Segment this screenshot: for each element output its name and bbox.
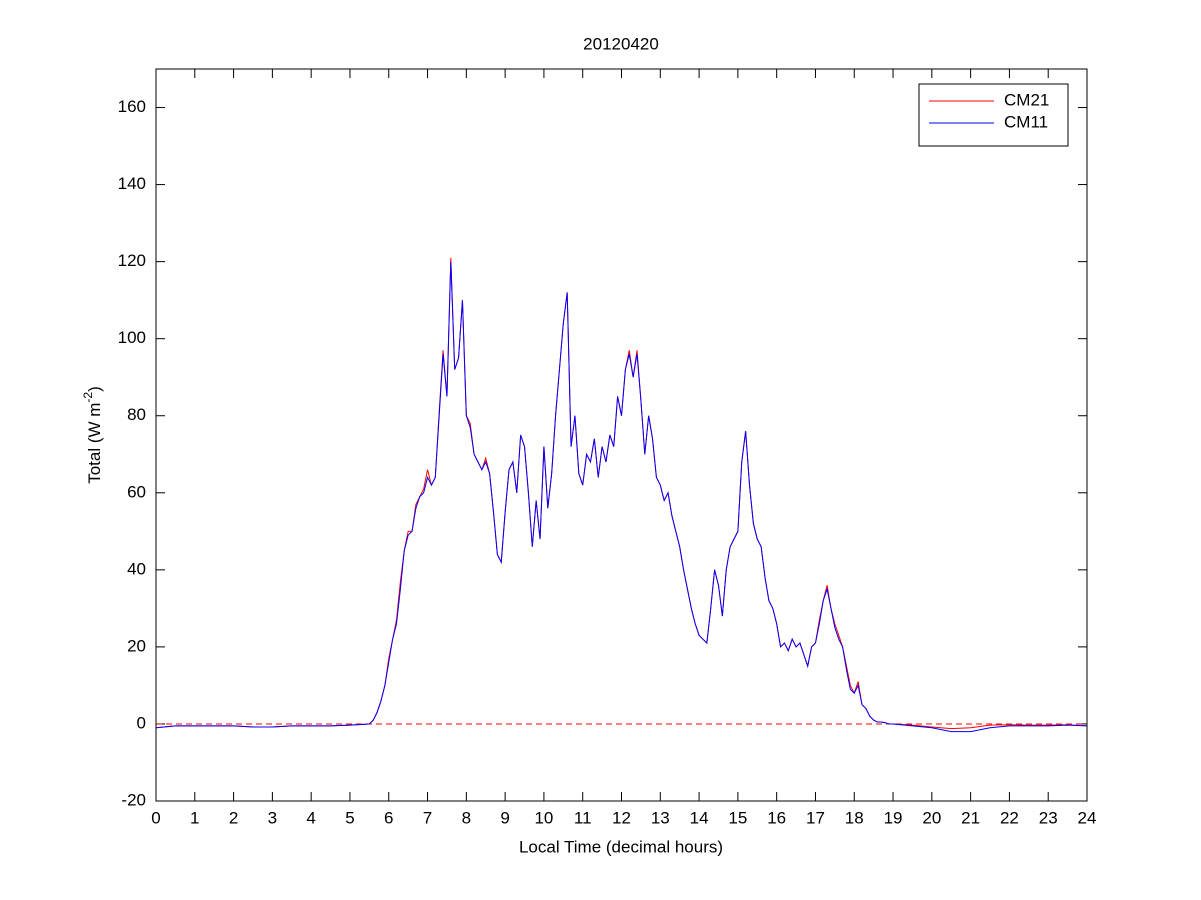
x-tick-label: 21 xyxy=(961,808,980,827)
y-tick-label: 0 xyxy=(137,713,146,732)
x-tick-label: 8 xyxy=(462,808,471,827)
x-tick-label: 14 xyxy=(690,808,709,827)
x-tick-label: 11 xyxy=(574,808,592,827)
x-tick-label: 6 xyxy=(384,808,393,827)
legend-box xyxy=(918,83,1069,147)
y-tick-label: 100 xyxy=(118,328,146,347)
x-tick-label: 2 xyxy=(229,808,238,827)
x-tick-label: 19 xyxy=(884,808,903,827)
legend-label: CM21 xyxy=(1004,90,1049,109)
y-tick-label: 20 xyxy=(127,636,146,655)
x-tick-label: 23 xyxy=(1039,808,1058,827)
x-tick-label: 17 xyxy=(806,808,825,827)
y-tick-label: 60 xyxy=(127,482,146,501)
y-tick-label: 160 xyxy=(118,97,146,116)
y-tick-label: 120 xyxy=(118,251,146,270)
x-tick-label: 13 xyxy=(651,808,670,827)
x-tick-label: 22 xyxy=(1000,808,1019,827)
data-line xyxy=(155,261,1088,733)
legend-label: CM11 xyxy=(1004,112,1048,131)
plot-frame xyxy=(155,68,1088,802)
legend: CM21 CM11 xyxy=(918,83,1069,147)
x-tick-label: 18 xyxy=(845,808,864,827)
y-label-main: Total (W m xyxy=(85,403,104,484)
x-tick-label: 20 xyxy=(922,808,941,827)
x-tick-label: 10 xyxy=(534,808,553,827)
x-axis-label: Local Time (decimal hours) xyxy=(519,837,723,856)
x-tick-label: 1 xyxy=(190,808,199,827)
x-tick-label: 5 xyxy=(345,808,354,827)
chart-title: 20120420 xyxy=(583,34,659,53)
x-tick-label: 16 xyxy=(767,808,786,827)
x-tick-label: 7 xyxy=(423,808,432,827)
x-tick-label: 3 xyxy=(268,808,277,827)
x-tick-label: 0 xyxy=(151,808,160,827)
x-tick-label: 9 xyxy=(500,808,509,827)
y-tick-label: -20 xyxy=(121,790,146,809)
y-label-sup: -2 xyxy=(81,392,95,403)
y-axis-label: Total (W m-2) xyxy=(81,386,104,484)
x-tick-label: 15 xyxy=(728,808,747,827)
x-tick-label: 4 xyxy=(306,808,315,827)
y-tick-label: 140 xyxy=(118,174,146,193)
x-tick-label: 12 xyxy=(612,808,631,827)
y-tick-label: 80 xyxy=(127,405,146,424)
y-label-end: ) xyxy=(85,386,104,392)
y-tick-label: 40 xyxy=(127,559,146,578)
x-tick-label: 24 xyxy=(1078,808,1097,827)
